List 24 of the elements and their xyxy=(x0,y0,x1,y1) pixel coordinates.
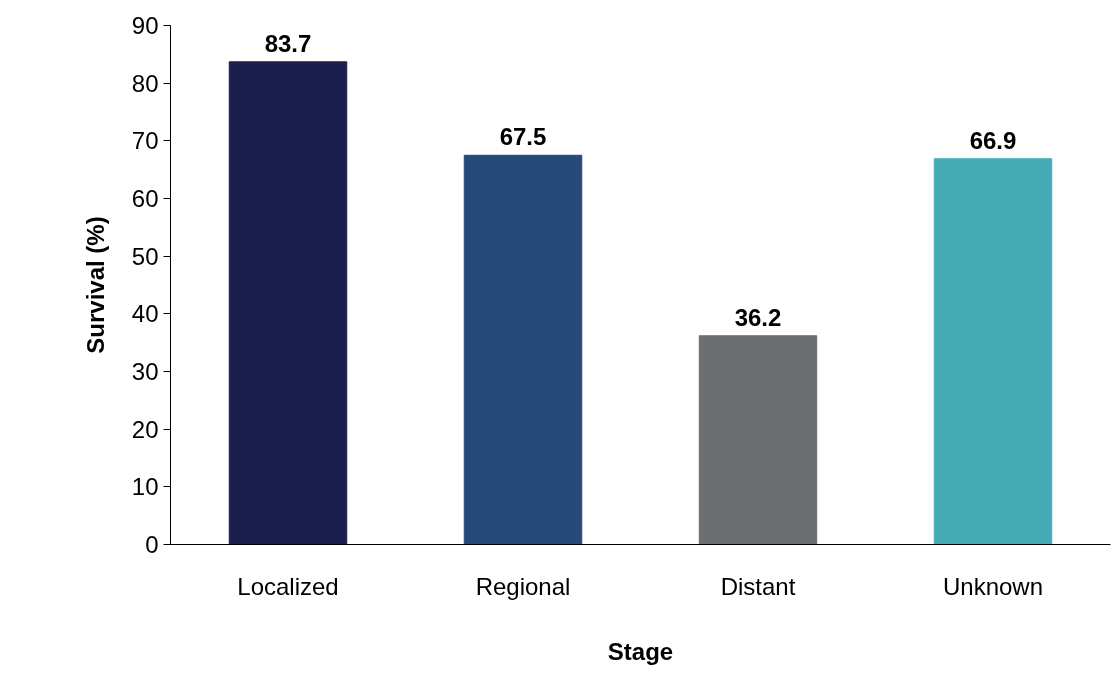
bar xyxy=(463,154,583,545)
y-tick-label: 0 xyxy=(145,531,159,558)
data-label: 66.9 xyxy=(969,126,1017,154)
bar xyxy=(698,335,818,545)
y-tick-label: 10 xyxy=(131,473,159,501)
y-tick-label: 70 xyxy=(131,127,159,155)
y-tick-label: 30 xyxy=(131,358,159,385)
y-axis-title: Survival (%) xyxy=(81,216,109,354)
y-tick-label: 20 xyxy=(131,415,159,443)
x-axis-title: Stage xyxy=(607,637,674,665)
y-tick-label: 90 xyxy=(131,12,159,39)
x-tick-label: Unknown xyxy=(942,572,1044,600)
y-tick-label: 60 xyxy=(131,185,159,212)
data-label: 36.2 xyxy=(734,303,782,331)
y-tick-label: 80 xyxy=(131,69,159,97)
bar xyxy=(933,158,1053,545)
x-tick-label: Distant xyxy=(720,572,796,600)
x-tick-label: Regional xyxy=(475,572,571,600)
y-tick-label: 40 xyxy=(131,300,159,328)
bar xyxy=(228,61,348,545)
data-label: 83.7 xyxy=(264,29,312,57)
data-label: 67.5 xyxy=(499,123,547,151)
y-tick-label: 50 xyxy=(131,242,159,270)
x-tick-label: Localized xyxy=(237,572,339,600)
